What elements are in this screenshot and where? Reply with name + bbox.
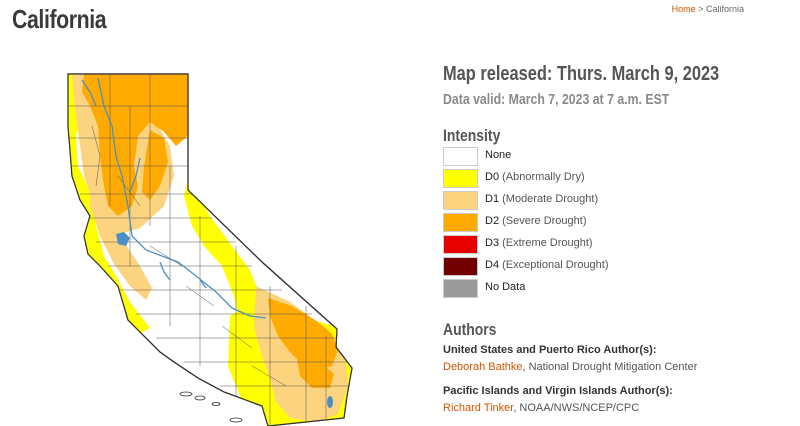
d0-sierra [184,178,264,328]
legend-item: D0 (Abnormally Dry) [443,169,703,188]
legend-desc: (Severe Drought) [502,215,587,227]
legend-swatch [443,147,478,166]
author-pi: Richard Tinker, NOAA/NWS/NCEP/CPC [443,402,639,414]
legend-code: None [485,149,512,161]
breadcrumb: Home > California [672,4,744,14]
county-borders [68,74,352,426]
map-released-date: Map released: Thurs. March 9, 2023 [443,63,720,85]
drought-map [67,73,353,426]
legend-label: D2 (Severe Drought) [485,215,587,227]
legend-desc: (Exceptional Drought) [502,259,609,271]
legend-code: D0 [485,171,500,183]
legend-swatch [443,279,478,298]
legend-desc: (Extreme Drought) [502,237,593,249]
page-title: California [12,4,107,34]
author-org-ndmc: , National Drought Mitigation Center [522,361,698,373]
legend-label: D1 (Moderate Drought) [485,193,598,205]
legend-code: D4 [485,259,500,271]
legend-item: D4 (Exceptional Drought) [443,257,703,276]
author-org-noaa: , NOAA/NWS/NCEP/CPC [513,402,640,414]
channel-island-1 [179,391,193,397]
legend-code: D3 [485,237,500,249]
legend-desc: (Moderate Drought) [502,193,599,205]
data-valid-date: Data valid: March 7, 2023 at 7 a.m. EST [443,91,670,108]
legend-swatch [443,169,478,188]
author-group-label-us: United States and Puerto Rico Author(s): [443,344,657,356]
legend-code: D1 [485,193,500,205]
channel-island-2 [194,395,206,401]
legend-swatch [443,235,478,254]
legend-label: D0 (Abnormally Dry) [485,171,585,183]
channel-island-3 [211,402,221,406]
legend-swatch [443,191,478,210]
legend-item: None [443,147,703,166]
legend-item: D3 (Extreme Drought) [443,235,703,254]
d2-southeast-2 [296,352,334,388]
author-link-tinker[interactable]: Richard Tinker [443,402,514,414]
sf-bay [116,232,130,246]
legend-swatch [443,213,478,232]
author-group-label-pi: Pacific Islands and Virgin Islands Autho… [443,385,673,397]
legend-label: None [485,149,511,161]
legend-label: D4 (Exceptional Drought) [485,259,609,271]
breadcrumb-home-link[interactable]: Home [671,4,696,14]
legend-swatch [443,257,478,276]
legend-label: No Data [485,281,525,293]
d2-east [142,130,168,200]
legend-desc: (Abnormally Dry) [502,171,585,183]
rivers [81,77,267,319]
legend-item: D2 (Severe Drought) [443,213,703,232]
legend-item: D1 (Moderate Drought) [443,191,703,210]
d2-southeast [268,298,338,370]
breadcrumb-separator: > [698,4,704,14]
legend-code: D2 [485,215,500,227]
author-us: Deborah Bathke, National Drought Mitigat… [443,361,697,373]
channel-island-4 [229,417,243,423]
intensity-heading: Intensity [443,126,501,145]
authors-heading: Authors [443,320,497,339]
legend-label: D3 (Extreme Drought) [485,237,593,249]
d2-north [82,74,188,216]
breadcrumb-current: California [705,4,744,14]
author-link-bathke[interactable]: Deborah Bathke [443,361,523,373]
legend-code: No Data [485,281,526,293]
salton-sea [327,396,333,408]
legend-item: No Data [443,279,703,298]
